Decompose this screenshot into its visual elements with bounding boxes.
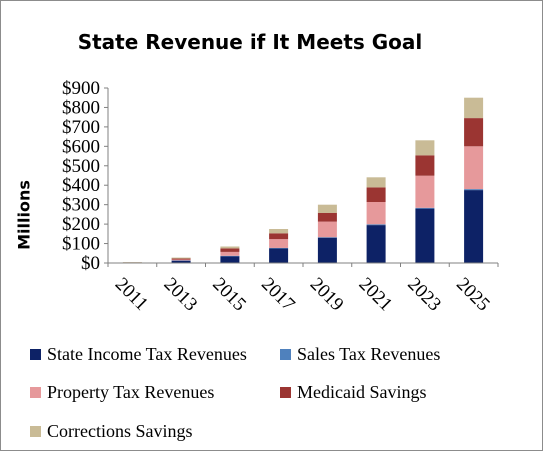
bar-segment-2025-1: [464, 189, 484, 191]
bar-segment-2011-4: [122, 262, 142, 263]
bar-segment-2023-4: [415, 140, 435, 156]
bar-segment-2023-3: [415, 155, 435, 176]
bar-segment-2019-1: [317, 237, 337, 238]
legend-item: Sales Tax Revenues: [280, 344, 440, 365]
bar-segment-2019-0: [317, 237, 337, 263]
legend-item: Property Tax Revenues: [30, 382, 214, 403]
y-tick-label: $600: [62, 136, 100, 157]
legend-swatch: [280, 387, 291, 398]
axes-layer: [104, 87, 499, 267]
bar-segment-2019-4: [317, 204, 337, 213]
y-tick-label: $700: [62, 117, 100, 138]
bar-segment-2019-3: [317, 212, 337, 222]
legend-swatch: [30, 349, 41, 360]
bar-segment-2015-2: [220, 251, 240, 256]
legend-label: Sales Tax Revenues: [297, 344, 441, 364]
legend-label: Medicaid Savings: [297, 382, 427, 402]
y-tick-label: $0: [81, 253, 100, 274]
bar-segment-2015-0: [220, 256, 240, 263]
x-tick-label: 2021: [355, 274, 397, 316]
bar-segment-2021-0: [366, 225, 386, 263]
bar-segment-2019-2: [317, 221, 337, 238]
legend-item: Corrections Savings: [30, 421, 193, 442]
legend-label: Corrections Savings: [47, 421, 193, 441]
bar-segment-2021-2: [366, 201, 386, 225]
y-ticks-layer: $0$100$200$300$400$500$600$700$800$900: [62, 78, 100, 274]
bars-layer: [122, 97, 484, 264]
bar-segment-2017-1: [269, 247, 289, 249]
bar-segment-2013-1: [171, 260, 191, 261]
bar-segment-2023-0: [415, 208, 435, 263]
bar-segment-2025-0: [464, 190, 484, 263]
bar-segment-2021-3: [366, 187, 386, 202]
x-tick-label: 2023: [403, 274, 445, 316]
x-tick-label: 2015: [208, 274, 250, 316]
y-tick-label: $900: [62, 78, 100, 99]
bar-segment-2013-2: [171, 259, 191, 261]
legend-swatch: [30, 426, 41, 437]
y-tick-label: $200: [62, 214, 100, 235]
bar-segment-2025-2: [464, 146, 484, 190]
bar-segment-2013-3: [171, 258, 191, 260]
bar-segment-2015-4: [220, 246, 240, 249]
y-tick-label: $400: [62, 175, 100, 196]
chart-title: State Revenue if It Meets Goal: [77, 30, 423, 54]
bar-segment-2021-4: [366, 177, 386, 188]
bar-segment-2013-4: [171, 257, 191, 259]
y-tick-label: $100: [62, 234, 100, 255]
legend-swatch: [30, 387, 41, 398]
bar-segment-2015-3: [220, 248, 240, 252]
legend-swatch: [280, 349, 291, 360]
bar-segment-2021-1: [366, 224, 386, 226]
y-tick-label: $300: [62, 195, 100, 216]
bar-segment-2025-3: [464, 118, 484, 147]
bar-segment-2023-1: [415, 207, 435, 209]
y-tick-label: $500: [62, 156, 100, 177]
bar-segment-2017-3: [269, 233, 289, 240]
x-tick-label: 2011: [111, 274, 152, 315]
legend-item: Medicaid Savings: [280, 382, 426, 403]
bar-segment-2013-0: [171, 260, 191, 263]
x-tick-label: 2019: [306, 274, 348, 316]
bar-segment-2017-2: [269, 239, 289, 248]
legend-label: Property Tax Revenues: [47, 382, 215, 402]
bar-segment-2025-4: [464, 97, 484, 119]
legend-label: State Income Tax Revenues: [47, 344, 247, 364]
x-tick-label: 2013: [160, 274, 202, 316]
bar-segment-2017-4: [269, 229, 289, 234]
bar-segment-2023-2: [415, 175, 435, 208]
y-tick-label: $800: [62, 97, 100, 118]
bar-segment-2017-0: [269, 248, 289, 263]
x-tick-label: 2017: [257, 274, 299, 316]
legend-item: State Income Tax Revenues: [30, 344, 247, 365]
x-ticks-layer: 2011 2013 2015 2017 2019 2021 2023 2025: [111, 274, 494, 316]
x-tick-label: 2025: [452, 274, 494, 316]
